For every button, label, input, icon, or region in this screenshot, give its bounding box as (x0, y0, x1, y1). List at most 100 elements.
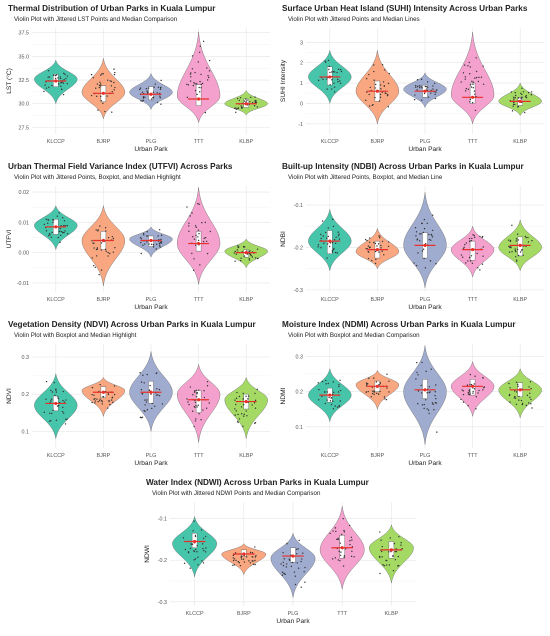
data-point (521, 403, 524, 406)
data-point (428, 412, 430, 415)
data-point (194, 225, 197, 227)
data-point (374, 262, 377, 265)
data-point (101, 400, 103, 403)
data-point (317, 382, 319, 384)
data-point (365, 77, 368, 80)
data-point (200, 529, 203, 531)
data-point (333, 238, 336, 241)
data-point (285, 566, 288, 568)
data-point (327, 235, 330, 238)
data-point (469, 66, 472, 68)
data-point (234, 408, 236, 410)
data-point (198, 389, 200, 391)
data-point (201, 543, 204, 545)
data-point (467, 405, 469, 407)
data-point (193, 238, 196, 240)
data-point (530, 398, 532, 401)
data-point (427, 81, 429, 83)
data-point (373, 70, 375, 73)
box-ttt (195, 84, 202, 106)
data-point (325, 383, 327, 385)
data-point (470, 86, 473, 88)
data-point (114, 71, 116, 74)
x-tick-label: KLBP (385, 611, 399, 617)
data-point (63, 78, 65, 81)
data-point (474, 236, 476, 239)
data-point (65, 418, 67, 420)
data-point (234, 399, 236, 401)
data-point (467, 391, 470, 394)
data-point (433, 409, 435, 411)
data-point (242, 558, 245, 560)
data-point (514, 248, 516, 250)
data-point (159, 246, 161, 248)
data-point (432, 85, 434, 87)
data-point (332, 70, 335, 73)
data-point (157, 86, 160, 89)
data-point (467, 65, 469, 67)
data-point (515, 240, 517, 242)
data-point (96, 255, 98, 257)
data-point (204, 111, 207, 114)
data-point (332, 248, 335, 251)
data-point (482, 255, 484, 257)
median-point-klbp (244, 399, 248, 404)
data-point (291, 561, 293, 564)
data-point (107, 251, 109, 254)
data-point (112, 251, 115, 253)
data-point (475, 57, 477, 59)
data-point (340, 68, 342, 71)
chart-subtitle: Violin Plot with Jittered Points, Boxplo… (288, 174, 443, 181)
data-point (99, 81, 101, 84)
data-point (50, 400, 52, 402)
data-point (160, 242, 163, 244)
data-point (244, 98, 247, 100)
data-point (423, 403, 425, 406)
data-point (234, 250, 236, 253)
data-point (331, 250, 333, 252)
data-point (237, 107, 239, 110)
data-point (96, 230, 99, 232)
data-point (294, 583, 297, 586)
data-point (194, 390, 196, 392)
data-point (240, 105, 242, 107)
data-point (197, 229, 200, 231)
data-point (104, 227, 107, 229)
data-point (193, 520, 195, 522)
data-point (146, 373, 148, 376)
data-point (144, 404, 146, 406)
data-point (97, 400, 99, 403)
data-point (47, 222, 49, 225)
data-point (469, 393, 471, 395)
median-point-plg (291, 554, 295, 558)
data-point (66, 233, 69, 235)
median-point-klbp (389, 548, 393, 552)
data-point (92, 77, 95, 79)
data-point (64, 224, 66, 227)
data-point (343, 531, 346, 533)
data-point (371, 390, 374, 392)
data-point (236, 97, 239, 100)
y-tick-label: 0.3 (22, 355, 30, 361)
data-point (186, 206, 188, 208)
data-point (388, 72, 390, 75)
data-point (467, 260, 469, 262)
data-point (52, 74, 55, 77)
data-point (107, 407, 109, 409)
y-tick-label: 0 (300, 101, 303, 107)
data-point (317, 79, 320, 82)
x-tick-label: TTT (194, 297, 205, 303)
data-point (367, 250, 369, 253)
data-point (140, 100, 142, 102)
data-point (416, 79, 419, 81)
data-point (143, 382, 145, 384)
data-point (365, 247, 367, 250)
data-point (527, 402, 530, 404)
data-point (431, 214, 434, 216)
data-point (527, 241, 530, 243)
data-point (201, 560, 203, 562)
data-point (62, 390, 65, 393)
data-point (44, 84, 46, 86)
data-point (152, 246, 155, 248)
data-point (415, 231, 418, 233)
